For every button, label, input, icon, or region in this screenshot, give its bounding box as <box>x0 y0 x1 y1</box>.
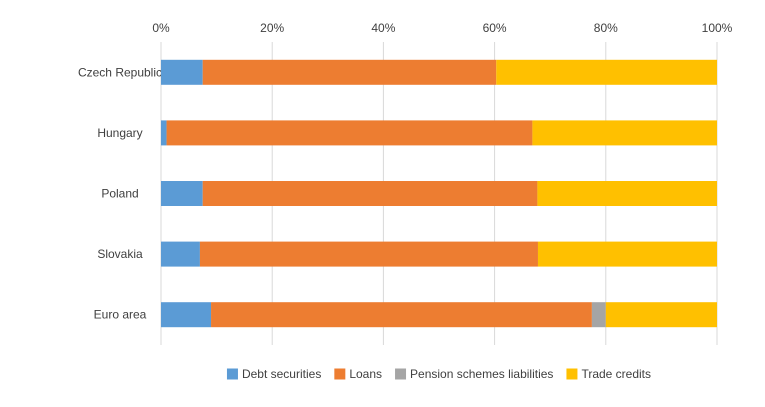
category-label: Hungary <box>97 126 142 140</box>
legend: Debt securities Loans Pension schemes liab… <box>226 367 651 381</box>
bars <box>161 59 717 328</box>
bar-segment <box>202 59 497 85</box>
bar-segment <box>199 241 538 267</box>
x-tick-label: 0% <box>152 21 170 35</box>
legend-label: Debt securities <box>242 367 321 381</box>
category-labels: Czech Republic Hungary Poland Slovakia Euro … <box>78 65 162 321</box>
legend-label: Trade credits <box>581 367 651 381</box>
legend-label: Loans <box>349 367 382 381</box>
x-tick-label: 20% <box>260 21 284 35</box>
bar-segment <box>591 302 606 328</box>
x-axis-ticks: 0% 20% 40% 60% 80% 100% <box>152 21 732 35</box>
legend-swatch <box>334 368 346 380</box>
bar-segment <box>161 59 203 85</box>
legend-label: Pension schemes liabilities <box>410 367 553 381</box>
bar-segment <box>161 120 167 146</box>
legend-swatch <box>566 368 578 380</box>
bar-segment <box>605 302 717 328</box>
x-tick-label: 60% <box>483 21 507 35</box>
bar-segment <box>496 59 717 85</box>
bar-segment <box>537 241 717 267</box>
bar-segment <box>202 181 538 206</box>
bar-segment <box>532 120 717 146</box>
x-tick-label: 80% <box>594 21 618 35</box>
x-tick-label: 100% <box>702 21 733 35</box>
bar-segment <box>537 181 717 206</box>
category-label: Poland <box>101 187 138 201</box>
category-label: Czech Republic <box>78 65 162 79</box>
legend-swatch <box>395 368 407 380</box>
bar-segment <box>166 120 533 146</box>
category-label: Slovakia <box>97 247 143 261</box>
category-label: Euro area <box>94 308 147 322</box>
bar-segment <box>161 181 203 206</box>
bar-segment <box>161 302 212 328</box>
legend-swatch <box>226 368 238 380</box>
bar-segment <box>211 302 592 328</box>
x-tick-label: 40% <box>371 21 395 35</box>
bar-segment <box>161 241 200 267</box>
